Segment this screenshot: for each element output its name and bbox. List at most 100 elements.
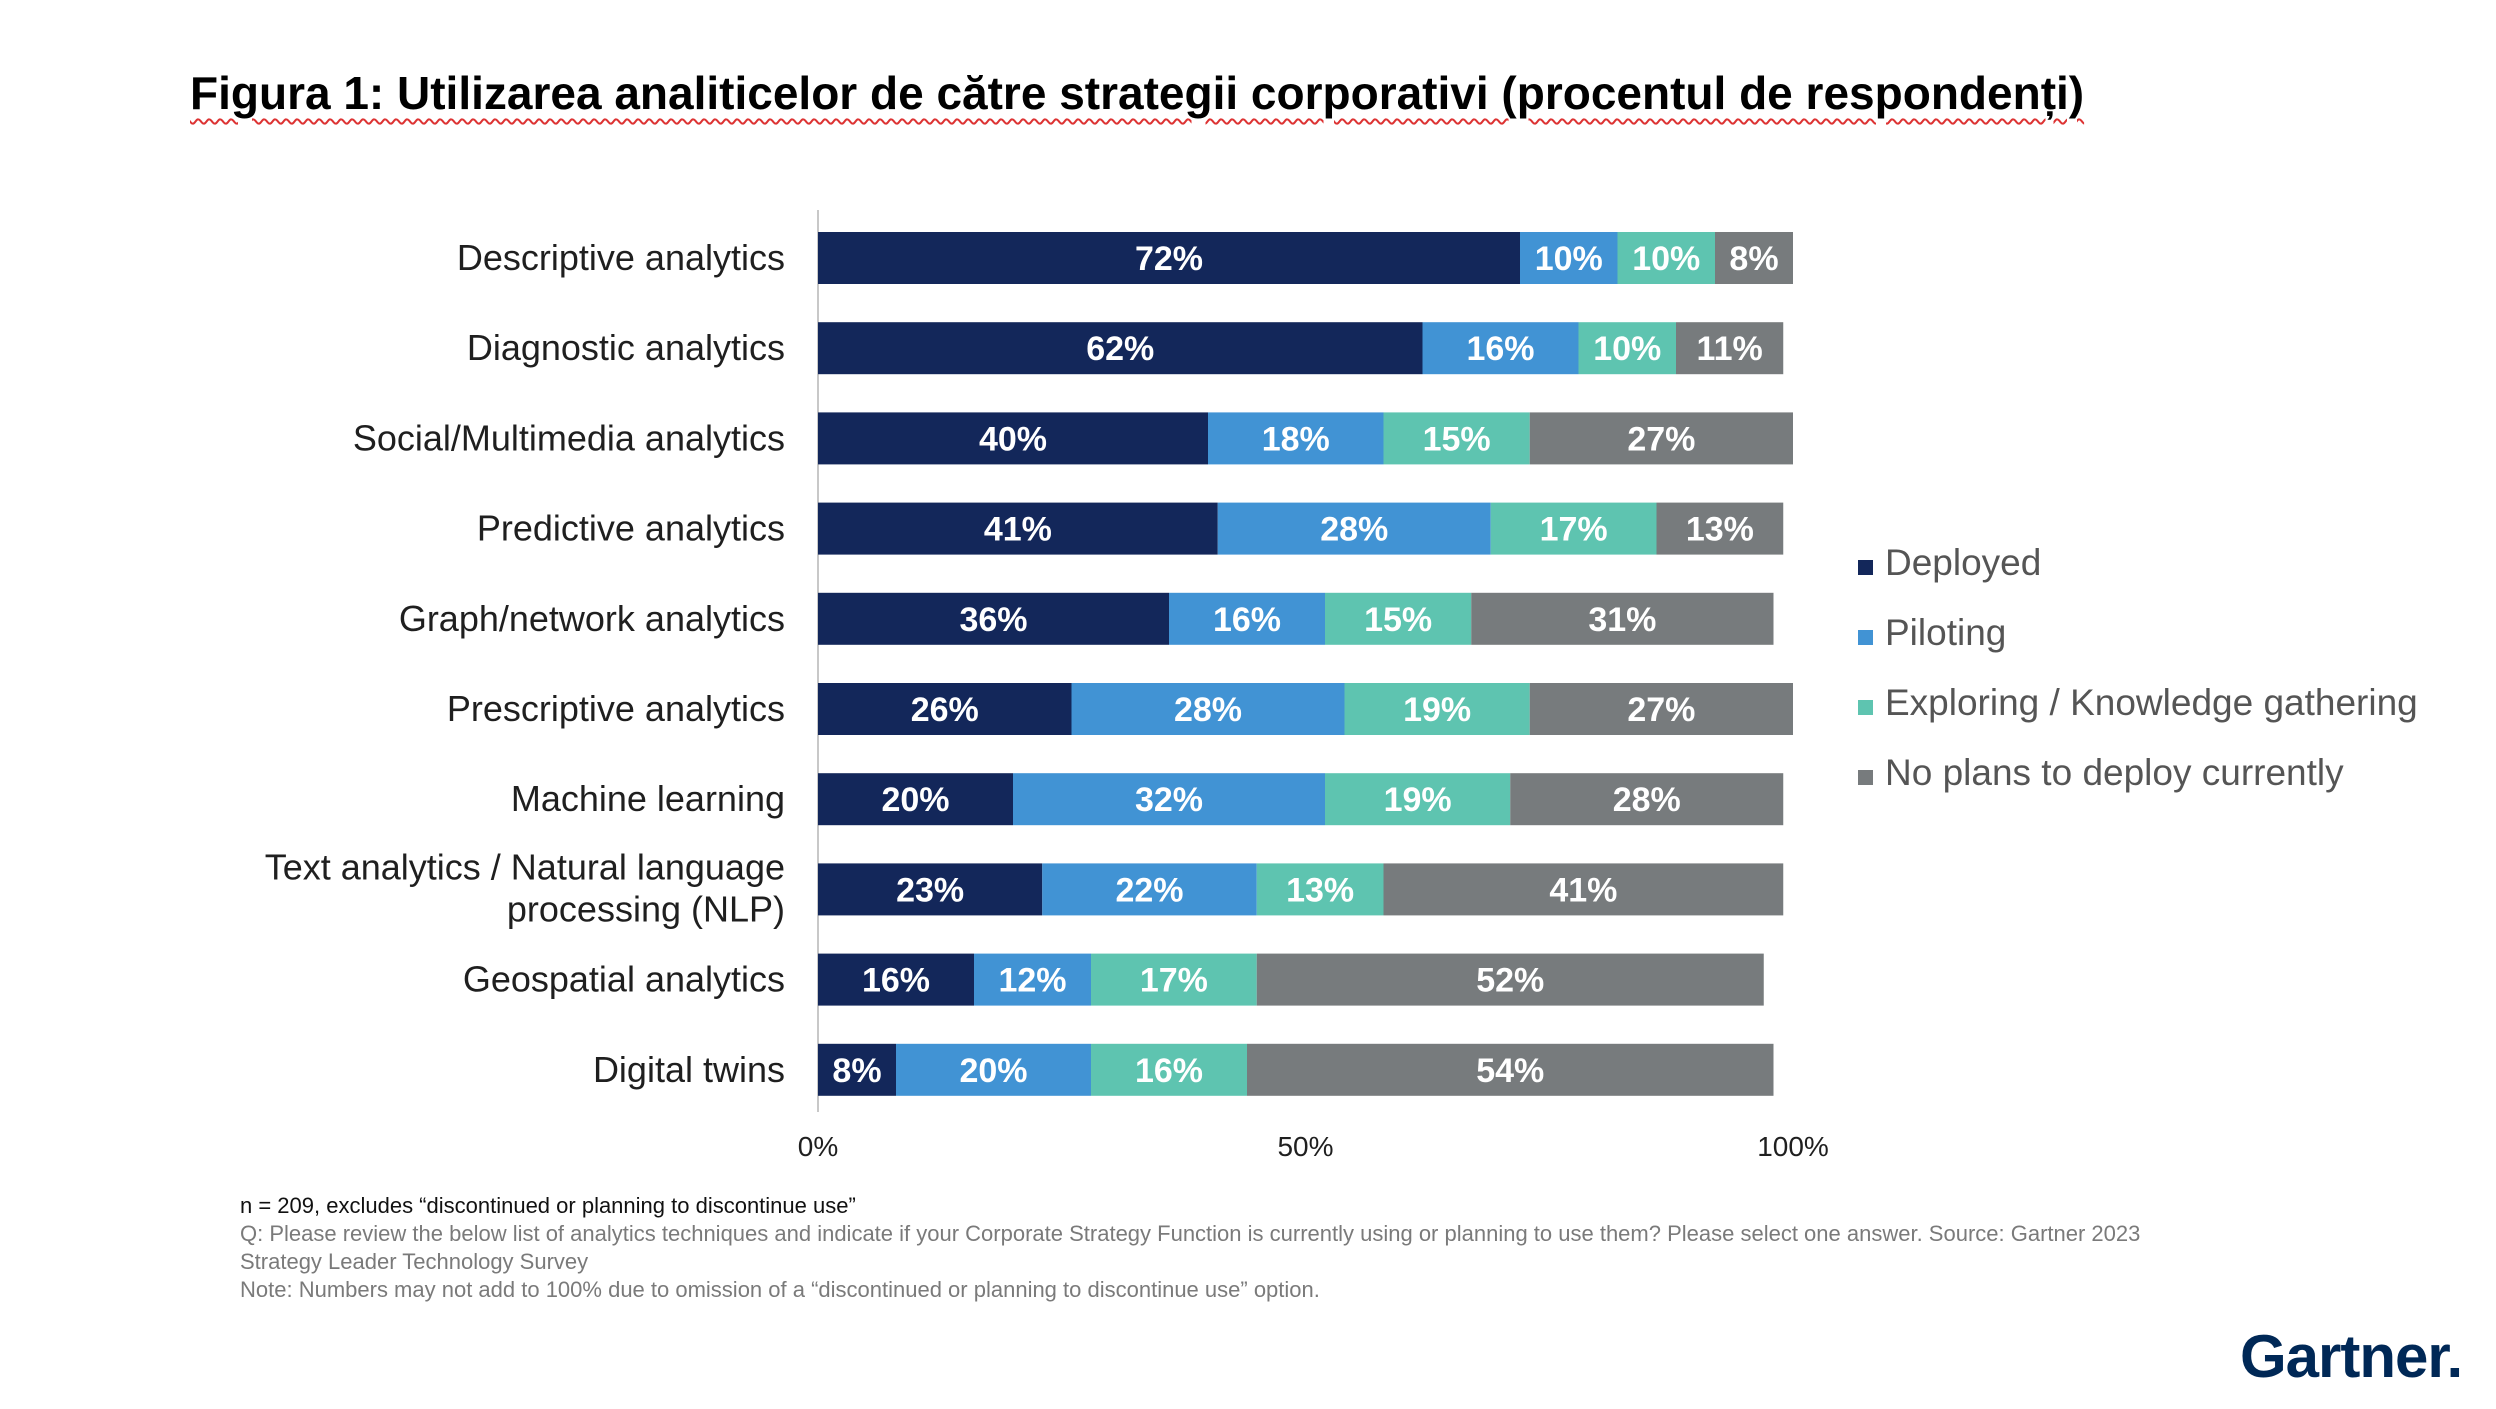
logo-text: Gartner (2240, 1323, 2447, 1390)
bar-value-label: 15% (1423, 420, 1491, 458)
bar-value-label: 28% (1174, 691, 1242, 729)
bar-segment (818, 232, 1520, 284)
rounding-note: Note: Numbers may not add to 100% due to… (240, 1277, 1320, 1302)
bar-segment (1383, 412, 1530, 465)
sample-size-note: n = 209, excludes “discontinued or plann… (240, 1193, 856, 1218)
bar-value-label: 8% (1729, 240, 1778, 278)
category-label-line: Geospatial analytics (463, 959, 785, 1000)
bar-segment (818, 953, 974, 1006)
category-label: Text analytics / Natural language process… (265, 846, 785, 929)
category-labels: Descriptive analytics Diagnostic analytic… (265, 237, 785, 1090)
x-tick-label: 100% (1757, 1131, 1829, 1162)
bar-value-label: 40% (979, 420, 1047, 458)
bar-value-label: 22% (1115, 871, 1183, 909)
bar-value-label: 26% (911, 691, 979, 729)
bar-segment (818, 863, 1043, 916)
bar-value-label: 18% (1262, 420, 1330, 458)
bar-value-label: 16% (1135, 1052, 1203, 1090)
question-note-line-2: Strategy Leader Technology Survey (240, 1249, 589, 1274)
bar-segment (1529, 412, 1793, 465)
category-label-line: Digital twins (593, 1049, 785, 1090)
bar-value-label: 23% (896, 871, 964, 909)
gartner-logo: Gartner. (2240, 1322, 2463, 1391)
bar-segment (1091, 1043, 1247, 1096)
legend-label: No plans to deploy currently (1885, 752, 2344, 793)
bar-value-label: 10% (1535, 240, 1603, 278)
category-label: Geospatial analytics (463, 959, 785, 1000)
bar-value-label: 27% (1627, 691, 1695, 729)
bar-segment (1217, 502, 1491, 555)
legend-label: Piloting (1885, 612, 2006, 653)
bar-segment (1091, 953, 1257, 1006)
bar-value-label: 20% (959, 1052, 1027, 1090)
bar-segment (1208, 412, 1384, 465)
bar-segment (1383, 863, 1784, 916)
bar-value-label: 32% (1135, 781, 1203, 819)
bar-value-label: 19% (1403, 691, 1471, 729)
bars-layer: 72% 10% 10% 8% 62% 16% 10% 11% 40% 18% 15% 27% 41% 28… (818, 232, 1793, 1096)
bar-segment (1520, 232, 1618, 284)
bar-value-label: 16% (862, 962, 930, 1000)
bar-segment (1325, 773, 1511, 826)
bar-value-label: 16% (1466, 330, 1534, 368)
bar-value-label: 28% (1320, 511, 1388, 549)
bar-value-label: 11% (1697, 330, 1763, 368)
bar-value-label: 8% (832, 1052, 881, 1090)
legend-label: Deployed (1885, 542, 2041, 583)
legend-swatch (1858, 770, 1873, 785)
category-label-line: Prescriptive analytics (447, 688, 785, 729)
bar-segment (1471, 592, 1774, 645)
x-axis-ticks: 0% 50% 100% (798, 1131, 1829, 1162)
footnotes: n = 209, excludes “discontinued or plann… (240, 1192, 2340, 1304)
bar-value-label: 17% (1140, 962, 1208, 1000)
category-label: Predictive analytics (477, 508, 785, 549)
bar-segment (818, 592, 1169, 645)
legend-swatch (1858, 630, 1873, 645)
bar-segment (1071, 683, 1345, 735)
category-label-line: Social/Multimedia analytics (353, 417, 785, 458)
bar-segment (1578, 322, 1676, 375)
bar-value-label: 27% (1627, 420, 1695, 458)
bar-segment (1042, 863, 1257, 916)
category-label-line: Predictive analytics (477, 508, 785, 549)
category-label-line: Descriptive analytics (457, 237, 785, 278)
bar-value-label: 31% (1588, 601, 1656, 639)
bar-segment (1656, 502, 1784, 555)
logo-mark: . (2446, 1323, 2463, 1390)
bar-segment (818, 412, 1208, 465)
bar-value-label: 20% (881, 781, 949, 819)
bar-segment (1529, 683, 1793, 735)
bar-segment (818, 683, 1072, 735)
question-note-line-1: Q: Please review the below list of analy… (240, 1221, 2141, 1246)
bar-segment (1490, 502, 1657, 555)
bar-segment (818, 502, 1218, 555)
x-tick-label: 50% (1277, 1131, 1333, 1162)
bar-value-label: 54% (1476, 1052, 1544, 1090)
bar-value-label: 36% (959, 601, 1027, 639)
bar-value-label: 16% (1213, 601, 1281, 639)
bar-value-label: 12% (998, 962, 1066, 1000)
bar-segment (974, 953, 1091, 1006)
chart-title: Figura 1: Utilizarea analiticelor de căt… (190, 67, 2085, 119)
bar-segment (818, 773, 1013, 826)
category-label: Descriptive analytics (457, 237, 785, 278)
bar-value-label: 62% (1086, 330, 1154, 368)
legend: Deployed Piloting Exploring / Knowledge ga… (1858, 542, 2418, 793)
category-label-line: Diagnostic analytics (467, 327, 785, 368)
bar-segment (1676, 322, 1784, 375)
legend-swatch (1858, 700, 1873, 715)
bar-segment (1013, 773, 1325, 826)
category-label-line: Text analytics / Natural language (265, 846, 785, 887)
bar-segment (1617, 232, 1715, 284)
category-label: Digital twins (593, 1049, 785, 1090)
category-label: Prescriptive analytics (447, 688, 785, 729)
bar-segment (1344, 683, 1530, 735)
bar-segment (1510, 773, 1784, 826)
bar-value-label: 41% (984, 511, 1052, 549)
bar-segment (1247, 1043, 1774, 1096)
legend-label: Exploring / Knowledge gathering (1885, 682, 2418, 723)
bar-segment (1169, 592, 1325, 645)
bar-value-label: 72% (1135, 240, 1203, 278)
bar-segment (896, 1043, 1091, 1096)
